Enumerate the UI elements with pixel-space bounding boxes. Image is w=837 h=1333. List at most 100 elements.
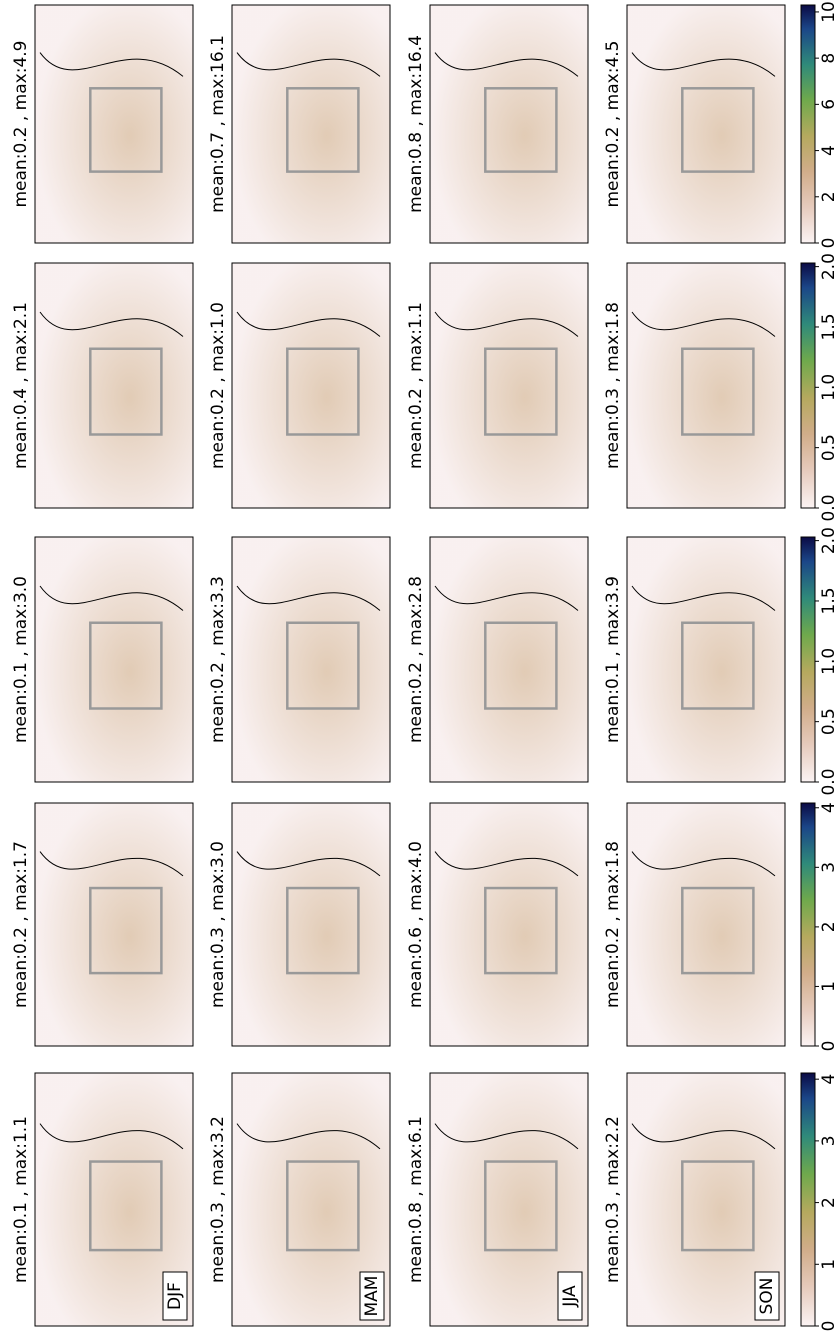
- colorbar-tick-label: 3: [819, 1135, 837, 1146]
- colorbar: [800, 802, 816, 1047]
- map-panel: [626, 536, 786, 783]
- region-box: [89, 886, 163, 975]
- map-field: [232, 537, 390, 782]
- map-field: [35, 803, 193, 1046]
- coastline: [631, 851, 776, 877]
- panel-title: mean:0.1 , max:3.9: [603, 576, 623, 743]
- panel-title: mean:0.4 , max:2.1: [11, 302, 31, 469]
- region-box: [286, 87, 360, 173]
- region-box: [89, 347, 163, 436]
- colorbar-tick-label: 4: [819, 802, 837, 813]
- colorbar-tick-label: 1.5: [819, 313, 837, 340]
- region-box: [484, 1160, 558, 1252]
- region-box: [484, 347, 558, 436]
- colorbar-tick-label: 4: [819, 1074, 837, 1085]
- map-field: [627, 803, 785, 1046]
- season-box: [754, 1271, 780, 1321]
- coastline: [236, 52, 381, 77]
- colorbar-tick-label: 8: [819, 53, 837, 64]
- coastline: [434, 311, 579, 337]
- panel-frame: [626, 536, 786, 783]
- panel-title: mean:0.3 , max:1.8: [603, 302, 623, 469]
- map-panel: [626, 802, 786, 1047]
- panel-title: mean:0.1 , max:3.0: [11, 576, 31, 743]
- map-panel: [34, 802, 194, 1047]
- colorbar-tick-label: 2: [819, 1197, 837, 1208]
- season-box: [162, 1271, 188, 1321]
- map-panel: [429, 536, 589, 783]
- map-panel: [429, 4, 589, 244]
- panel-title: mean:0.2 , max:4.9: [11, 41, 31, 208]
- map-panel: [231, 4, 391, 244]
- map-field: [430, 5, 588, 243]
- panel-title: mean:0.2 , max:3.3: [208, 576, 228, 743]
- colorbar: [800, 1072, 816, 1327]
- map-panel: [34, 4, 194, 244]
- coastline: [39, 311, 184, 337]
- colorbar: [800, 262, 816, 509]
- colorbar-tick-label: 1: [819, 1259, 837, 1270]
- coastline: [39, 1123, 184, 1150]
- panel-frame: [34, 1072, 194, 1327]
- map-field: [35, 537, 193, 782]
- panel-title: mean:0.3 , max:2.2: [603, 1116, 623, 1283]
- colorbar-tick-label: 0: [819, 1041, 837, 1052]
- map-field: [627, 263, 785, 508]
- colorbar-tick-label: 0.0: [819, 768, 837, 795]
- map-panel: [231, 536, 391, 783]
- coastline: [631, 311, 776, 337]
- colorbar-tick-label: 6: [819, 99, 837, 110]
- coastline: [39, 52, 184, 77]
- season-label: SON: [757, 1278, 777, 1315]
- coastline: [39, 851, 184, 877]
- coastline: [434, 52, 579, 77]
- region-box: [681, 347, 755, 436]
- panel-title: mean:0.3 , max:3.0: [208, 841, 228, 1008]
- region-box: [681, 621, 755, 710]
- panel-frame: [429, 1072, 589, 1327]
- coastline: [631, 52, 776, 77]
- region-box: [286, 621, 360, 710]
- map-panel: [231, 262, 391, 509]
- colorbar-tick-label: 1: [819, 981, 837, 992]
- panel-title: mean:0.6 , max:4.0: [406, 841, 426, 1008]
- coastline: [434, 851, 579, 877]
- map-panel: [429, 262, 589, 509]
- panel-frame: [626, 802, 786, 1047]
- map-panel: [231, 802, 391, 1047]
- panel-title: mean:0.2 , max:1.0: [208, 302, 228, 469]
- panel-title: mean:0.3 , max:3.2: [208, 1116, 228, 1283]
- panel-title: mean:0.2 , max:2.8: [406, 576, 426, 743]
- season-label: MAM: [362, 1276, 382, 1317]
- panel-frame: [231, 4, 391, 244]
- panel-title: mean:0.2 , max:1.7: [11, 841, 31, 1008]
- map-panel: [626, 1072, 786, 1327]
- map-field: [430, 803, 588, 1046]
- region-box: [484, 621, 558, 710]
- colorbar-tick-label: 10: [819, 1, 837, 23]
- panel-frame: [231, 802, 391, 1047]
- map-field: [430, 537, 588, 782]
- colorbar-tick-label: 0.5: [819, 708, 837, 735]
- region-box: [681, 87, 755, 173]
- map-panel: [626, 4, 786, 244]
- region-box: [681, 886, 755, 975]
- map-field: [232, 5, 390, 243]
- map-field: [232, 803, 390, 1046]
- map-field: [627, 5, 785, 243]
- colorbar-tick-label: 2.0: [819, 253, 837, 280]
- panel-title: mean:0.2 , max:1.8: [603, 841, 623, 1008]
- region-box: [681, 1160, 755, 1252]
- map-panel: [429, 802, 589, 1047]
- region-box: [286, 1160, 360, 1252]
- map-panel: [34, 536, 194, 783]
- panel-title: mean:0.8 , max:6.1: [406, 1116, 426, 1283]
- season-label: DJF: [165, 1282, 185, 1310]
- panel-frame: [626, 4, 786, 244]
- panel-frame: [626, 262, 786, 509]
- panel-frame: [34, 536, 194, 783]
- colorbar-tick-label: 0.0: [819, 494, 837, 521]
- coastline: [236, 311, 381, 337]
- panel-title: mean:0.2 , max:1.1: [406, 302, 426, 469]
